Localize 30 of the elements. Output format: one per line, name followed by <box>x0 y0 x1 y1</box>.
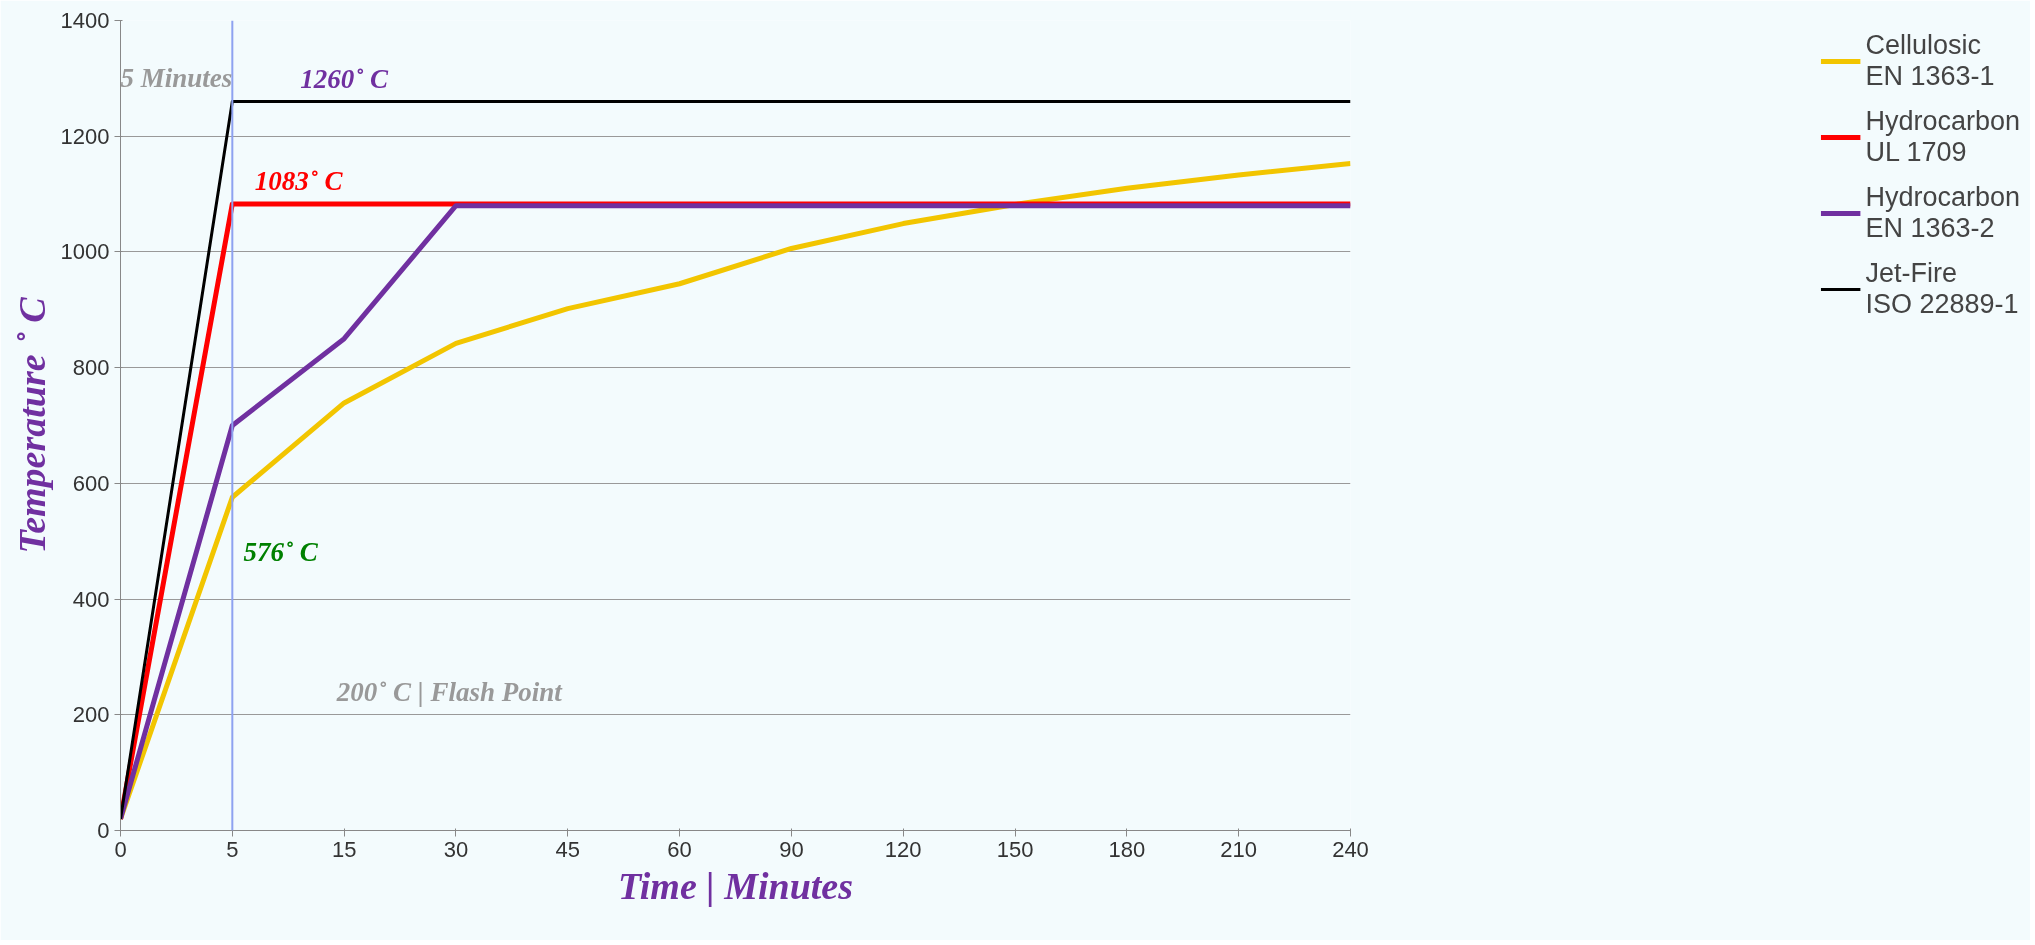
x-tick-label: 60 <box>667 836 692 862</box>
annotation: 1083˚ C <box>254 165 344 196</box>
x-tick-label: 0 <box>114 836 127 862</box>
y-tick-label: 200 <box>72 702 110 728</box>
legend-label: Jet-Fire ISO 22889-1 <box>1865 258 2019 320</box>
y-tick-label: 400 <box>72 586 110 612</box>
x-axis-title: Time | Minutes <box>618 864 853 907</box>
y-tick-label: 600 <box>72 470 110 496</box>
y-tick-label: 0 <box>97 818 110 843</box>
y-tick-label: 1400 <box>60 8 110 33</box>
legend-label: Cellulosic EN 1363-1 <box>1865 30 1995 92</box>
x-tick-label: 180 <box>1108 836 1146 862</box>
x-tick-label: 240 <box>1332 836 1369 862</box>
y-axis-title: Temperature ˚ C <box>10 296 53 554</box>
legend-label: Hydrocarbon UL 1709 <box>1865 106 2020 168</box>
y-tick-label: 1200 <box>60 123 110 149</box>
x-tick-label: 90 <box>779 836 804 862</box>
x-tick-label: 45 <box>555 836 581 862</box>
x-tick-label: 30 <box>443 836 469 862</box>
x-tick-label: 210 <box>1220 836 1258 862</box>
y-tick-label: 800 <box>72 355 110 381</box>
x-tick-label: 150 <box>996 836 1034 862</box>
legend-label: Hydrocarbon EN 1363-2 <box>1865 182 2020 244</box>
y-tick-label: 1000 <box>60 239 110 265</box>
x-tick-label: 120 <box>884 836 922 862</box>
annotation: 1260˚ C <box>300 63 389 94</box>
annotation: 200˚ C | Flash Point <box>335 676 564 707</box>
x-tick-label: 15 <box>331 836 357 862</box>
x-tick-label: 5 <box>226 836 239 862</box>
annotation: 576˚ C <box>243 537 319 568</box>
